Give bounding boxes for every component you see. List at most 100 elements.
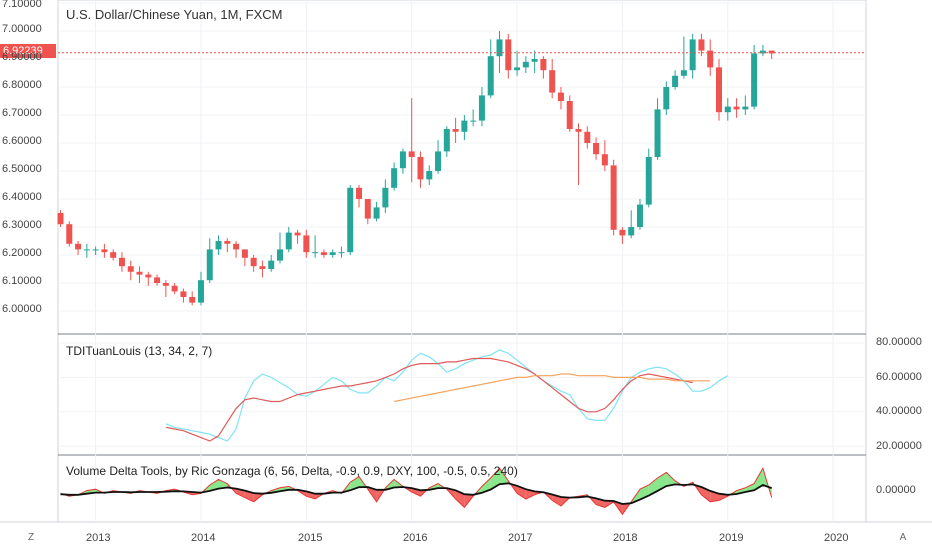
price-tick: 6.10000 — [2, 275, 42, 287]
zoom-reset-button[interactable]: Z — [27, 532, 35, 543]
tdi-tick: 80.00000 — [876, 336, 922, 348]
candle-body — [654, 109, 661, 157]
candle-body — [127, 266, 134, 272]
auto-scale-button[interactable]: A — [899, 532, 907, 543]
x-tick: 2016 — [403, 532, 428, 544]
candle-body — [461, 120, 468, 132]
candle-body — [329, 252, 336, 255]
price-tick: 6.40000 — [2, 191, 42, 203]
x-tick: 2014 — [191, 532, 216, 544]
delta-negative-area — [552, 494, 561, 506]
candle-body — [171, 285, 178, 292]
candle-body — [751, 53, 758, 107]
candle-body — [426, 171, 433, 180]
candle-body — [698, 39, 705, 51]
delta-negative-area — [455, 490, 465, 508]
candle-body — [75, 243, 82, 250]
delta-signal-line — [60, 482, 772, 505]
candle-body — [277, 249, 283, 261]
candle-body — [619, 229, 626, 236]
x-tick: 2015 — [298, 532, 323, 544]
candle-body — [136, 271, 143, 275]
vdt-tick: 0.00000 — [876, 484, 916, 496]
price-tick: 7.00000 — [2, 23, 42, 35]
candle-body — [601, 154, 608, 166]
price-tick: 6.90000 — [2, 51, 42, 63]
candle-body — [759, 50, 766, 54]
x-tick: 2018 — [613, 532, 638, 544]
candle-body — [707, 50, 714, 68]
candle-body — [110, 252, 117, 258]
candle-body — [347, 187, 354, 253]
tdi-signal-line — [165, 357, 693, 442]
delta-positive-area — [481, 478, 491, 493]
candle-body — [470, 120, 477, 122]
candle-body — [540, 59, 547, 71]
candle-body — [154, 277, 161, 283]
candle-body — [531, 59, 538, 62]
candle-body — [66, 224, 73, 244]
candle-body — [320, 252, 327, 255]
candle-body — [584, 131, 591, 143]
candle-body — [250, 257, 257, 267]
candle-body — [118, 257, 125, 267]
candle-body — [610, 165, 617, 230]
chart-title: U.S. Dollar/Chinese Yuan, 1M, FXCM — [66, 7, 283, 22]
delta-positive-area — [666, 472, 676, 487]
price-tick: 7.10000 — [2, 0, 42, 10]
tdi-rsi-line — [165, 349, 729, 442]
plot-frame — [57, 0, 867, 523]
candle-body — [373, 207, 380, 219]
candle-body — [478, 95, 485, 121]
candle-body — [162, 283, 169, 286]
candle-body — [742, 106, 749, 110]
candle-body — [716, 67, 722, 113]
candle-body — [636, 204, 643, 227]
candle-body — [663, 87, 670, 110]
candle-body — [689, 39, 696, 71]
candle-body — [733, 106, 740, 110]
candle-body — [259, 266, 266, 269]
candle-body — [224, 241, 231, 244]
price-tick: 6.70000 — [2, 107, 42, 119]
candle-body — [549, 70, 556, 93]
candle-body — [645, 157, 652, 205]
candle-body — [356, 187, 363, 199]
candle-body — [364, 199, 371, 219]
candle-body — [566, 101, 573, 129]
candle-body — [215, 241, 222, 250]
x-tick: 2020 — [824, 532, 849, 544]
candle-body — [57, 213, 64, 225]
candle-body — [285, 232, 292, 250]
price-tick: 6.00000 — [2, 303, 42, 315]
candle-body — [338, 252, 345, 254]
candle-body — [294, 232, 301, 236]
delta-positive-area — [754, 468, 763, 491]
candle-body — [443, 129, 450, 152]
candle-body — [391, 168, 398, 188]
candle-body — [145, 274, 152, 278]
candle-body — [241, 249, 248, 258]
candle-body — [557, 92, 564, 101]
delta-positive-area — [350, 476, 360, 491]
candle-body — [83, 249, 90, 251]
price-tick: 6.80000 — [2, 79, 42, 91]
candle-body — [399, 151, 406, 169]
tdi-base-line — [393, 373, 711, 403]
candle-body — [233, 243, 240, 250]
delta-positive-area — [218, 479, 228, 489]
price-tick: 6.30000 — [2, 219, 42, 231]
candle-body — [189, 297, 196, 303]
candle-body — [593, 143, 600, 155]
candle-body — [496, 39, 503, 57]
candle-body — [575, 129, 582, 132]
candle-body — [672, 75, 679, 87]
delta-positive-area — [490, 468, 500, 490]
x-tick: 2017 — [508, 532, 533, 544]
candle-body — [206, 249, 213, 281]
candle-body — [505, 39, 512, 71]
tdi-tick: 20.00000 — [876, 440, 922, 452]
candle-body — [312, 252, 319, 254]
